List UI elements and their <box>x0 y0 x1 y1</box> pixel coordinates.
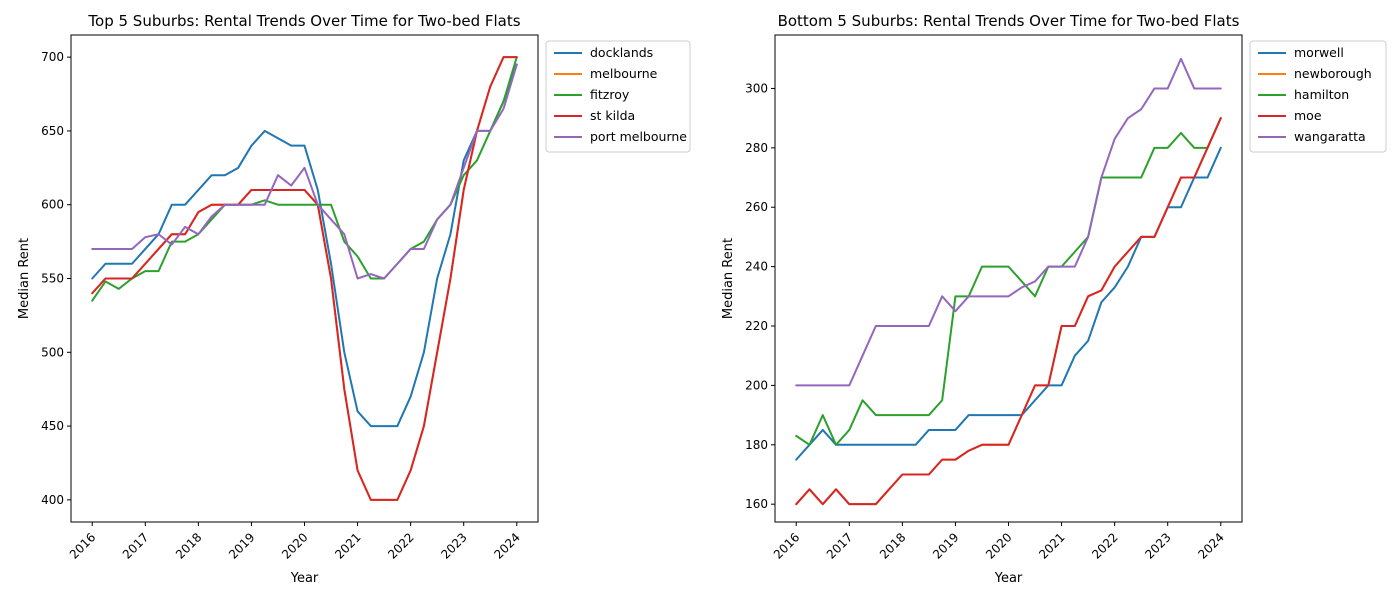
chart-title: Bottom 5 Suburbs: Rental Trends Over Tim… <box>778 12 1240 30</box>
series-line-docklands <box>91 63 518 428</box>
series-lines <box>91 56 518 501</box>
chart-panel-1: Top 5 Suburbs: Rental Trends Over Time f… <box>17 12 691 586</box>
x-tick-label: 2023 <box>1142 530 1173 561</box>
y-tick-label: 550 <box>41 272 64 286</box>
y-tick-label: 200 <box>745 378 768 392</box>
y-tick-label: 220 <box>745 319 768 333</box>
y-tick-label: 400 <box>41 493 64 507</box>
y-tick-label: 450 <box>41 419 64 433</box>
x-tick-label: 2023 <box>438 530 469 561</box>
x-tick-label: 2024 <box>1195 530 1226 561</box>
x-tick-label: 2016 <box>771 530 802 561</box>
y-tick-label: 280 <box>745 141 768 155</box>
series-lines <box>795 57 1222 506</box>
series-line-wangaratta <box>795 57 1222 387</box>
y-tick-label: 260 <box>745 200 768 214</box>
x-tick-label: 2021 <box>332 530 363 561</box>
y-tick-label: 180 <box>745 438 768 452</box>
x-tick-label: 2024 <box>491 530 522 561</box>
plot-area <box>70 34 539 523</box>
y-tick-label: 650 <box>41 124 64 138</box>
x-tick-label: 2020 <box>983 530 1014 561</box>
x-tick-label: 2021 <box>1036 530 1067 561</box>
y-tick-label: 700 <box>41 50 64 64</box>
chart-panel-2: Bottom 5 Suburbs: Rental Trends Over Tim… <box>721 12 1387 586</box>
x-tick-label: 2019 <box>930 530 961 561</box>
x-tick-label: 2022 <box>1089 530 1120 561</box>
y-axis-label: Median Rent <box>17 238 32 319</box>
legend-label: melbourne <box>590 66 658 81</box>
x-tick-label: 2020 <box>279 530 310 561</box>
series-line-morwell <box>795 146 1222 461</box>
y-axis-label: Median Rent <box>721 238 736 319</box>
legend-frame <box>545 40 691 153</box>
legend-label: fitzroy <box>590 87 630 102</box>
legend: morwell newborough hamilton moe wangaratta <box>1249 40 1387 153</box>
x-tick-label: 2018 <box>877 530 908 561</box>
plot-area <box>774 34 1243 523</box>
legend-label: morwell <box>1294 45 1344 60</box>
legend-label: docklands <box>590 45 653 60</box>
chart-title: Top 5 Suburbs: Rental Trends Over Time f… <box>87 12 520 30</box>
series-line-newborough <box>795 117 1222 506</box>
y-tick-label: 240 <box>745 260 768 274</box>
series-line-hamilton <box>795 117 1222 446</box>
x-tick-label: 2018 <box>173 530 204 561</box>
y-tick-label: 300 <box>745 81 768 95</box>
series-line-moe <box>795 117 1222 506</box>
legend-label: st kilda <box>590 108 635 123</box>
x-tick-label: 2017 <box>120 530 151 561</box>
legend-frame <box>1249 40 1387 153</box>
legend: docklands melbourne fitzroy st kilda port me… <box>545 40 691 153</box>
y-tick-label: 600 <box>41 198 64 212</box>
legend-label: port melbourne <box>590 129 687 144</box>
x-axis-label: Year <box>994 571 1023 586</box>
x-tick-label: 2019 <box>226 530 257 561</box>
y-tick-label: 500 <box>41 345 64 359</box>
x-tick-label: 2017 <box>824 530 855 561</box>
legend-label: moe <box>1294 108 1322 123</box>
series-line-st-kilda <box>91 56 518 501</box>
x-tick-label: 2016 <box>67 530 98 561</box>
series-line-melbourne <box>91 56 518 501</box>
legend-label: newborough <box>1294 66 1372 81</box>
x-axis-label: Year <box>290 571 319 586</box>
legend-label: wangaratta <box>1294 129 1366 144</box>
legend-label: hamilton <box>1294 87 1349 102</box>
y-tick-label: 160 <box>745 497 768 511</box>
x-tick-label: 2022 <box>385 530 416 561</box>
series-line-port-melbourne <box>91 63 518 280</box>
